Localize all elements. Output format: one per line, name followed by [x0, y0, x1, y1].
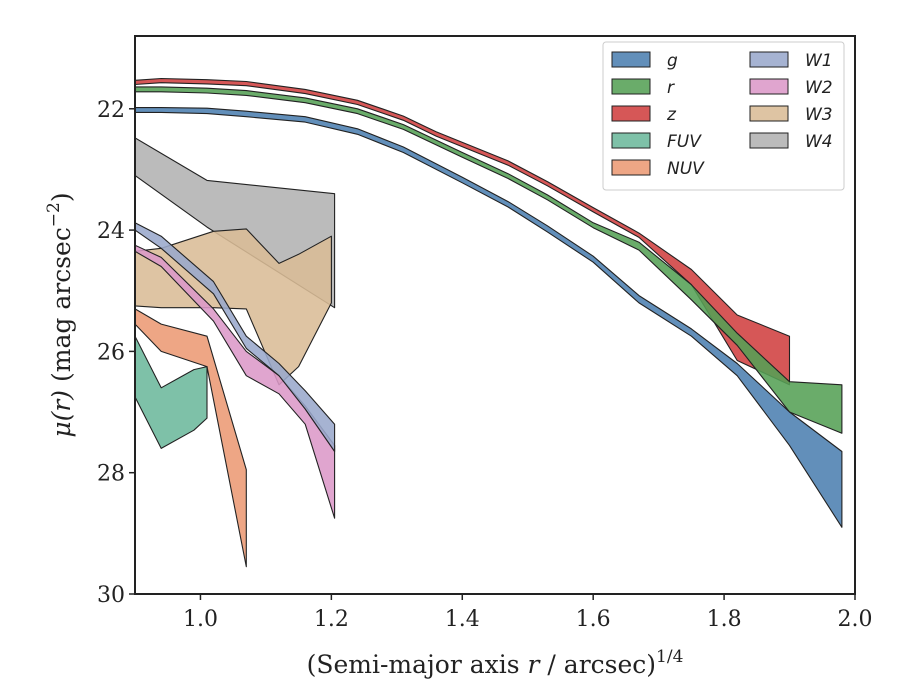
- x-axis-title-post: / arcsec): [539, 650, 656, 679]
- legend: grz FUV NUV W1 W2 W3 W4: [602, 41, 845, 191]
- x-axis-title-var: r: [528, 650, 542, 679]
- y-tick-label: 28: [97, 462, 125, 487]
- y-tick-label: 30: [97, 583, 125, 608]
- plot-bands: [135, 77, 843, 568]
- legend-swatch-w4: [749, 132, 789, 149]
- y-axis-title: μ(r) (mag arcsec−2): [44, 192, 76, 437]
- x-tick-label: 1.0: [183, 607, 218, 632]
- legend-swatch-z: [611, 105, 651, 122]
- x-axis-ticks: 1.0 1.2 1.4 1.6 1.8 2.0: [183, 594, 873, 632]
- legend-label-r: r: [667, 78, 675, 98]
- x-axis-title-sup: 1/4: [656, 647, 683, 667]
- y-axis-title-pre: (mag arcsec: [47, 227, 76, 390]
- legend-label-fuv: FUV: [667, 132, 702, 152]
- legend-label-z: z: [666, 105, 677, 125]
- x-tick-label: 1.2: [314, 607, 349, 632]
- band-nuv: [135, 308, 247, 568]
- legend-swatch-w3: [749, 105, 789, 122]
- legend-swatch-fuv: [611, 132, 651, 149]
- band-w1: [135, 222, 336, 453]
- y-axis-title-sup: −2: [44, 202, 64, 227]
- x-axis-title: (Semi-major axis r / arcsec)1/4: [307, 647, 684, 679]
- band-w2: [135, 244, 336, 519]
- x-axis-title-pre: (Semi-major axis: [307, 650, 528, 679]
- y-tick-label: 26: [97, 340, 125, 365]
- legend-label-w1: W1: [805, 51, 833, 71]
- legend-swatch-r: [611, 78, 651, 95]
- y-tick-label: 24: [97, 219, 125, 244]
- legend-swatch-w1: [749, 51, 789, 68]
- legend-label-w3: W3: [805, 105, 833, 125]
- x-tick-label: 1.8: [707, 607, 742, 632]
- plot-frame: [134, 35, 856, 595]
- legend-swatch-w2: [749, 78, 789, 95]
- x-tick-label: 2.0: [838, 607, 873, 632]
- legend-label-g: g: [667, 51, 678, 71]
- legend-swatch-g: [611, 51, 651, 68]
- y-axis-ticks: 22 24 26 28 30: [97, 98, 135, 608]
- x-tick-label: 1.4: [445, 607, 480, 632]
- legend-swatch-nuv: [611, 159, 651, 176]
- x-tick-label: 1.6: [576, 607, 611, 632]
- y-axis-title-post: ): [47, 192, 76, 202]
- band-r: [135, 86, 843, 434]
- y-tick-label: 22: [97, 98, 125, 123]
- legend-label-w2: W2: [805, 78, 833, 98]
- band-fuv: [135, 335, 208, 449]
- legend-label-nuv: NUV: [667, 159, 705, 179]
- band-w3: [135, 228, 332, 386]
- band-g: [135, 107, 843, 528]
- y-axis-title-var: μ(r): [47, 390, 76, 438]
- legend-label-w4: W4: [805, 132, 833, 152]
